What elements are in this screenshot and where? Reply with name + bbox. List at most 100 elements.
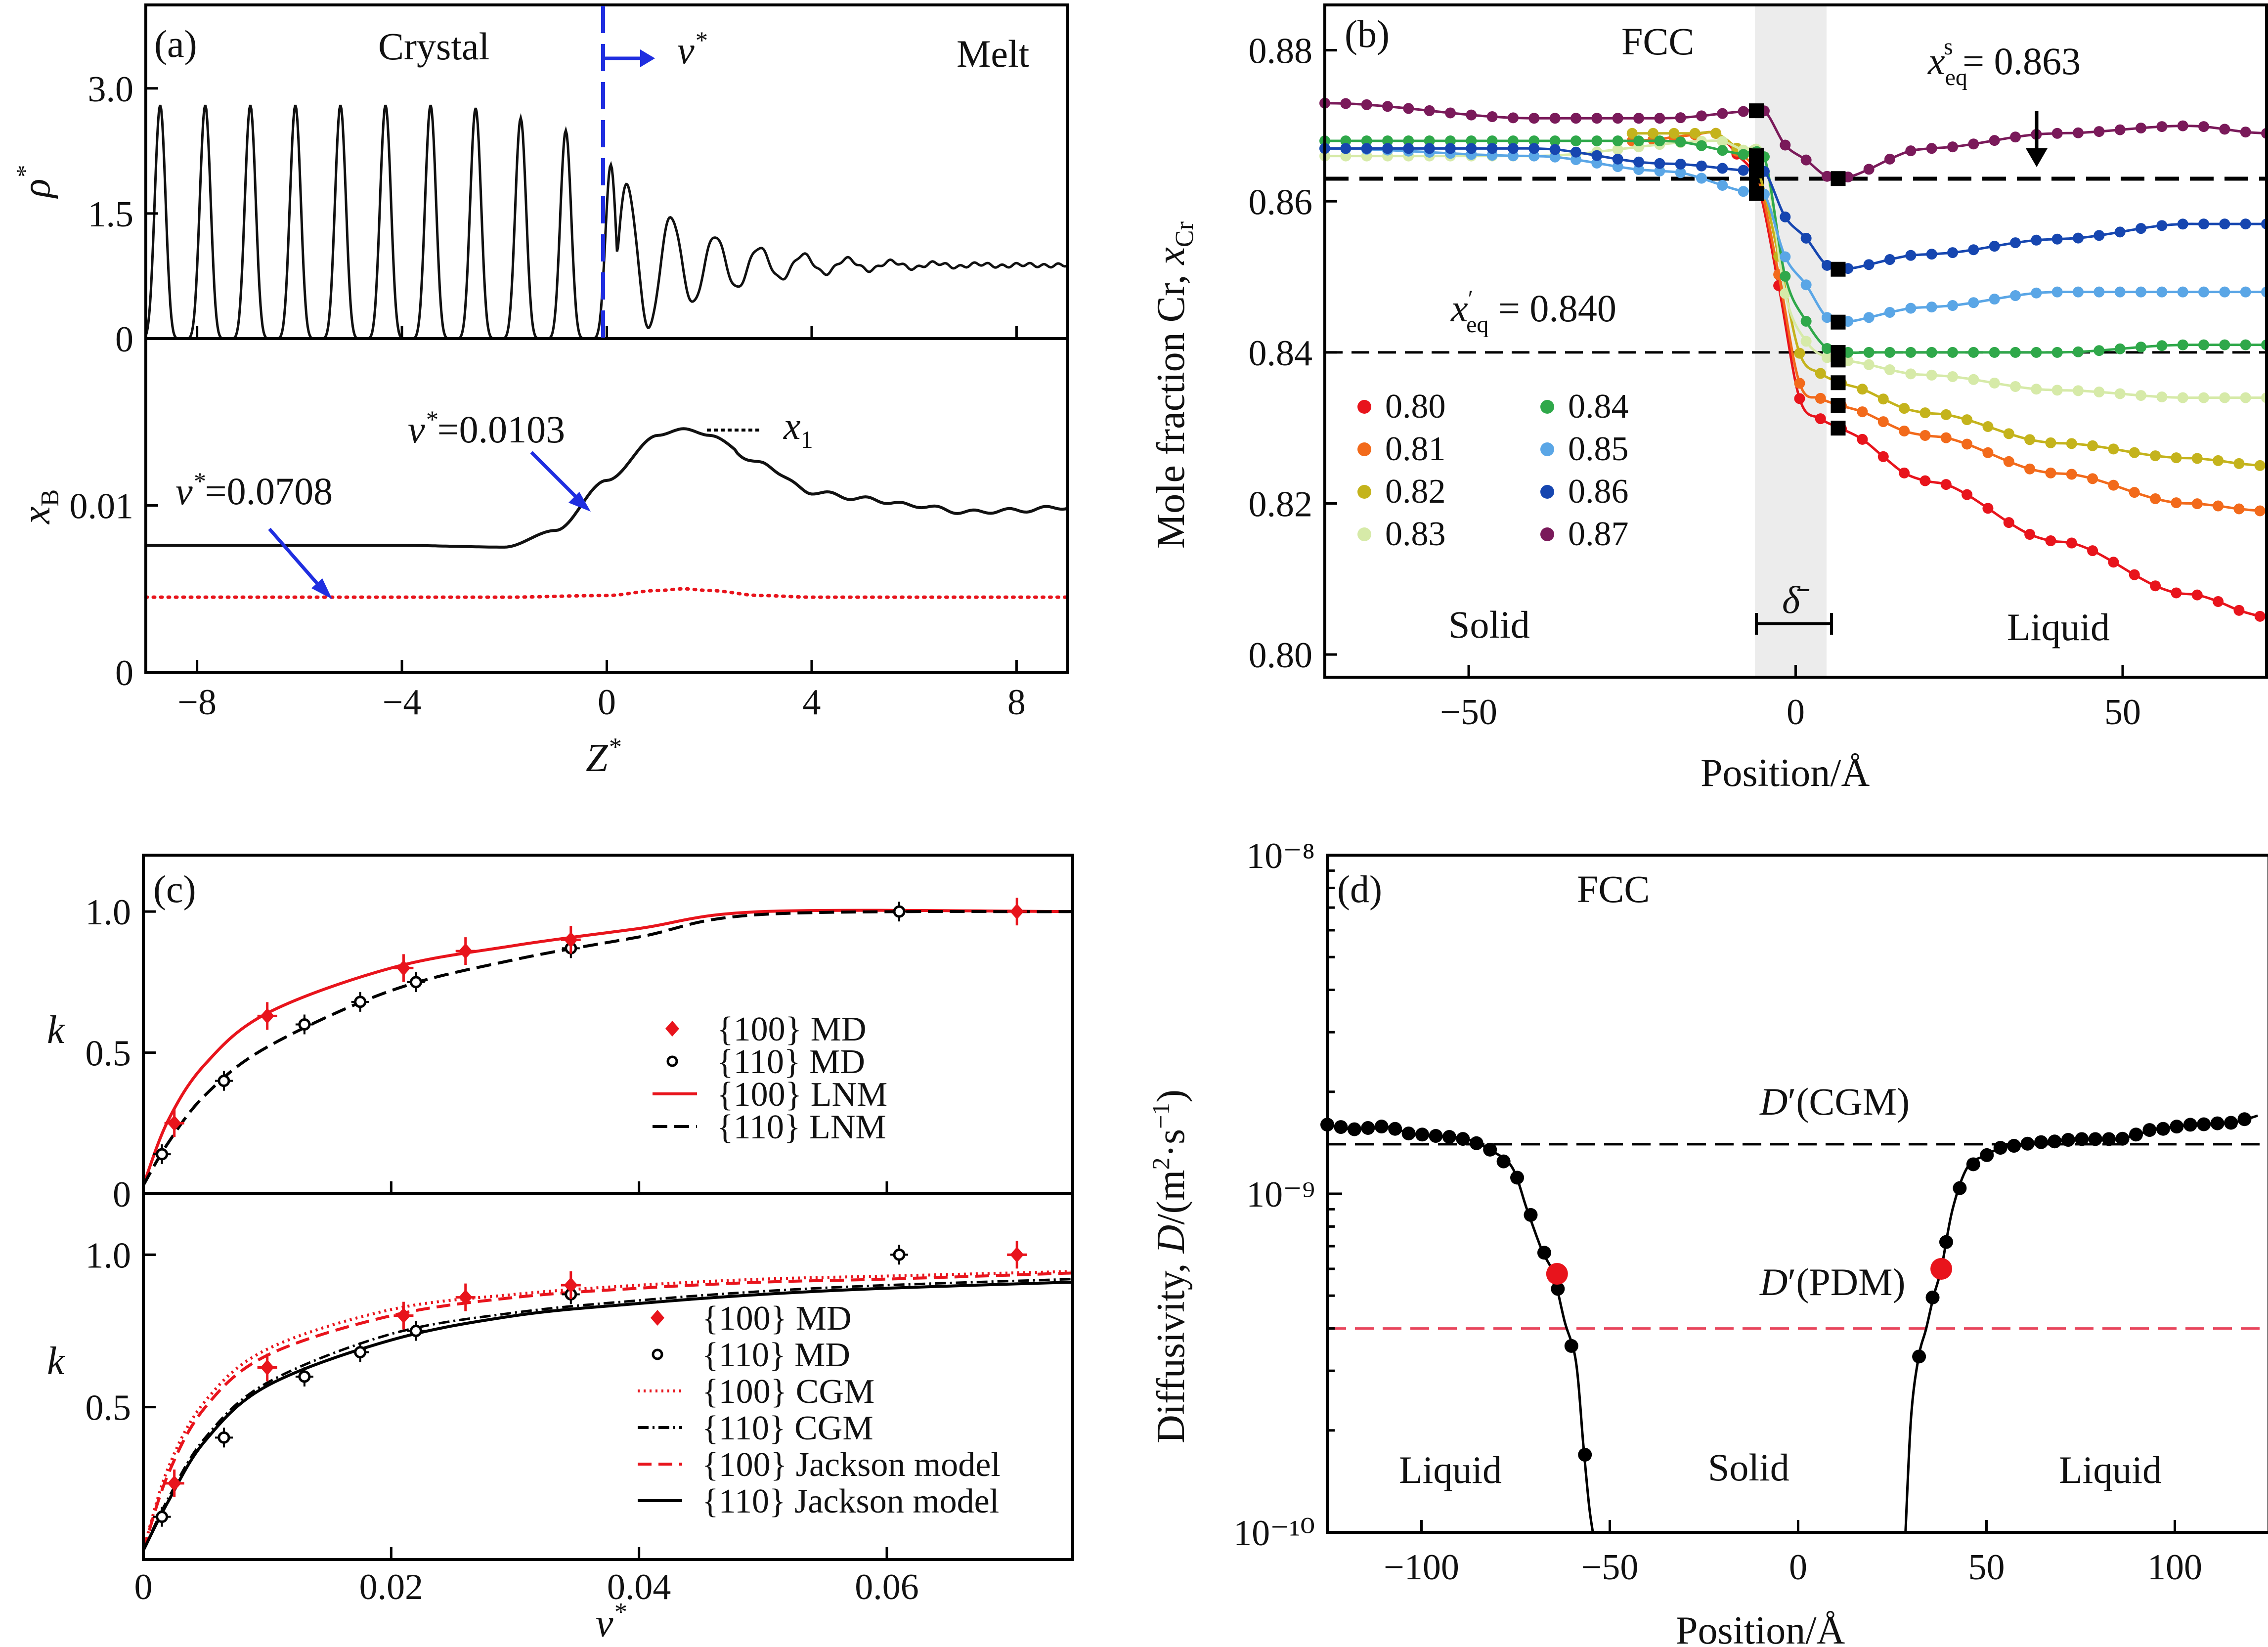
xeq-solid-label: xeqs = 0.863 bbox=[1927, 34, 2081, 90]
data-point-0.83 bbox=[1968, 374, 1979, 385]
data-point-0.82 bbox=[2150, 450, 2161, 462]
data-point-0.81 bbox=[1857, 406, 1868, 418]
panel-d-liquid-left: Liquid bbox=[1399, 1448, 1502, 1491]
b-xtick-label: 50 bbox=[2104, 692, 2141, 733]
data-point-0.84 bbox=[2136, 342, 2146, 353]
data-point-0.82 bbox=[1877, 393, 1889, 405]
a-top-ytick-label: 1.5 bbox=[88, 194, 134, 235]
annotation-v-fast: v*=0.0708 bbox=[175, 467, 333, 513]
data-point-0.80 bbox=[2087, 545, 2098, 557]
data-point-0.82 bbox=[1919, 407, 1931, 419]
a-top-ytick-label: 0 bbox=[115, 319, 133, 360]
panel-b-ylabel: Mole fraction Cr, xCr bbox=[1149, 221, 1199, 549]
legend-marker bbox=[666, 1055, 678, 1067]
data-point-0.85 bbox=[1654, 166, 1665, 177]
series-line-v-0.0708 bbox=[144, 587, 1070, 599]
interface-marker-right bbox=[1831, 314, 1846, 330]
d-pdm-label: D′(PDM) bbox=[1759, 1260, 1905, 1303]
data-point-0.86 bbox=[2240, 218, 2251, 230]
panel-b-plot bbox=[1319, 97, 2268, 622]
data-point-0.87 bbox=[2198, 121, 2209, 132]
data-point-0.83 bbox=[2051, 385, 2063, 396]
data-point-right bbox=[2007, 1139, 2021, 1153]
data-point-0.87 bbox=[1780, 139, 1791, 151]
data-point-0.86 bbox=[1780, 211, 1791, 222]
d-xtick-label: 50 bbox=[1968, 1547, 2005, 1588]
data-point-0.81 bbox=[1815, 392, 1826, 404]
data-point-left bbox=[1334, 1120, 1348, 1134]
data-point-left bbox=[1510, 1170, 1525, 1185]
data-point-left bbox=[1361, 1121, 1375, 1135]
data-point-right bbox=[2142, 1123, 2157, 1137]
data-point-0.87 bbox=[1466, 109, 1477, 121]
data-point-0.85 bbox=[1926, 302, 1937, 313]
data-point-left bbox=[1537, 1246, 1551, 1260]
data-point-right bbox=[2183, 1118, 2197, 1132]
panel-b-axes: −50 0 50 0.80 0.82 0.84 0.86 0.88 bbox=[1249, 31, 2141, 733]
data-point-0.81 bbox=[2045, 467, 2056, 478]
data-point-0.86 bbox=[1466, 143, 1477, 154]
data-point-0.82 bbox=[1689, 128, 1701, 139]
data-point-right bbox=[2197, 1117, 2211, 1131]
data-point-100-MD bbox=[167, 1115, 181, 1131]
data-point-right bbox=[2102, 1132, 2116, 1146]
data-point-left bbox=[1442, 1130, 1456, 1144]
panel-a-top-ylabel: ρ* bbox=[11, 166, 58, 199]
data-point-0.84 bbox=[1780, 270, 1791, 282]
data-point-0.84 bbox=[1591, 135, 1603, 147]
data-point-110-MD bbox=[218, 1075, 230, 1087]
data-point-0.86 bbox=[1738, 165, 1749, 176]
data-point-0.87 bbox=[1486, 111, 1498, 123]
data-point-0.87 bbox=[1654, 113, 1665, 124]
data-point-0.86 bbox=[1654, 158, 1665, 169]
panel-b-fcc: FCC bbox=[1621, 20, 1694, 63]
data-point-0.84 bbox=[1738, 149, 1749, 160]
interface-marker-right bbox=[1831, 171, 1846, 186]
data-point-0.86 bbox=[2031, 234, 2042, 246]
data-point-0.82 bbox=[1794, 347, 1805, 359]
data-point-0.86 bbox=[2094, 230, 2105, 241]
data-point-0.85 bbox=[2073, 286, 2084, 298]
data-point-0.85 bbox=[1780, 251, 1791, 262]
data-point-0.87 bbox=[2073, 127, 2084, 138]
legend-label-0.86: 0.86 bbox=[1568, 473, 1629, 511]
data-point-0.81 bbox=[2254, 505, 2266, 517]
data-point-0.83 bbox=[1947, 371, 1958, 382]
data-point-0.86 bbox=[2156, 220, 2168, 231]
d-ytick-label: 10⁻¹⁰ bbox=[1233, 1513, 1315, 1554]
data-point-0.86 bbox=[1445, 143, 1456, 154]
data-point-0.83 bbox=[2198, 392, 2209, 403]
b-xtick-label: 0 bbox=[1787, 692, 1805, 733]
data-point-0.80 bbox=[2213, 596, 2224, 607]
data-point-0.82 bbox=[2003, 428, 2014, 439]
legend-marker bbox=[651, 1310, 664, 1326]
data-point-0.84 bbox=[1466, 135, 1477, 147]
data-point-0.84 bbox=[2198, 339, 2209, 350]
data-point-100-MD bbox=[1010, 904, 1024, 920]
crystal-label: Crystal bbox=[378, 25, 489, 68]
panel-c-xlabel: v* bbox=[596, 1598, 626, 1645]
data-point-0.87 bbox=[1926, 143, 1937, 154]
data-point-0.87 bbox=[2219, 124, 2230, 135]
data-point-right bbox=[2129, 1127, 2143, 1142]
legend-marker-0.85 bbox=[1540, 442, 1554, 456]
density-profile-line bbox=[144, 104, 1069, 340]
data-point-0.82 bbox=[2171, 452, 2182, 464]
data-point-0.81 bbox=[2066, 469, 2077, 480]
data-point-0.87 bbox=[1424, 105, 1435, 116]
data-point-0.82 bbox=[1626, 128, 1638, 139]
data-point-0.83 bbox=[2240, 392, 2251, 403]
data-point-left bbox=[1388, 1122, 1402, 1136]
data-point-0.85 bbox=[2114, 286, 2126, 298]
data-point-0.82 bbox=[1940, 409, 1952, 420]
data-point-0.81 bbox=[2024, 463, 2036, 475]
data-point-0.80 bbox=[2003, 517, 2014, 528]
data-point-0.86 bbox=[1403, 143, 1414, 154]
annotation-v-slow-arrowhead bbox=[568, 492, 591, 512]
data-point-0.85 bbox=[1528, 150, 1540, 162]
legend-marker bbox=[665, 1021, 679, 1037]
series-line-v-0.0103 bbox=[146, 427, 1068, 549]
melt-label: Melt bbox=[957, 32, 1030, 75]
data-point-0.85 bbox=[1570, 154, 1581, 166]
data-point-0.87 bbox=[1968, 138, 1979, 150]
